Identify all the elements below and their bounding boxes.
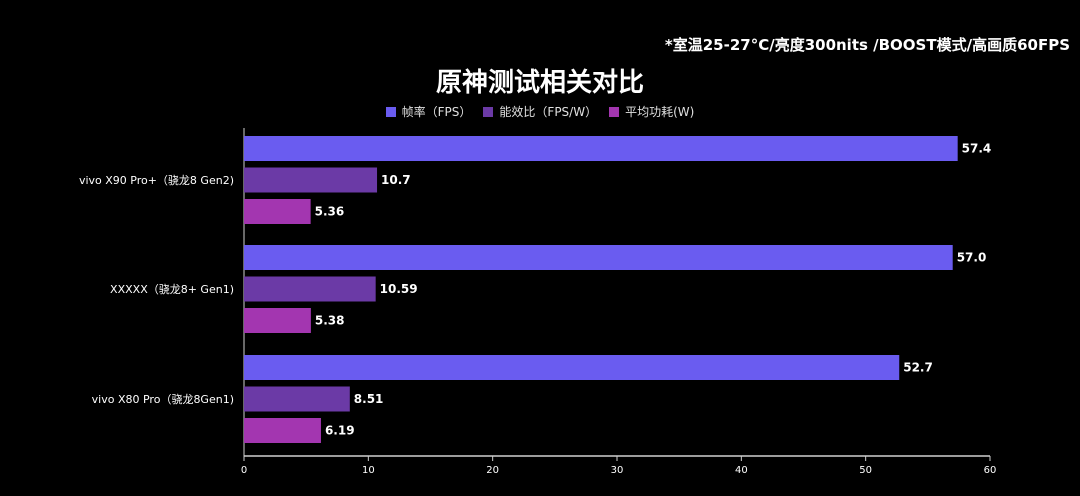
chart-legend: 帧率（FPS） 能效比（FPS/W） 平均功耗(W) xyxy=(0,103,1080,120)
bar-power xyxy=(244,308,311,333)
x-tick-label: 40 xyxy=(735,465,748,476)
x-tick-label: 30 xyxy=(611,465,624,476)
data-label-fps: 57.0 xyxy=(957,251,987,265)
bar-fps xyxy=(244,136,958,161)
bar-fps xyxy=(244,355,900,380)
category-label: vivo X80 Pro（骁龙8Gen1) xyxy=(92,392,234,406)
data-label-efficiency: 10.7 xyxy=(381,173,411,187)
category-label: vivo X90 Pro+（骁龙8 Gen2) xyxy=(79,173,234,187)
data-label-fps: 52.7 xyxy=(903,361,933,375)
x-tick-label: 50 xyxy=(859,465,872,476)
x-tick-label: 0 xyxy=(241,465,247,476)
category-label: XXXXX（骁龙8+ Gen1) xyxy=(110,282,234,296)
data-label-power: 6.19 xyxy=(325,424,355,438)
chart-title: 原神测试相关对比 xyxy=(435,68,644,98)
data-label-efficiency: 8.51 xyxy=(354,392,384,406)
legend-swatch-efficiency xyxy=(483,106,494,117)
test-conditions-note: *室温25-27°C/亮度300nits /BOOST模式/高画质60FPS xyxy=(664,36,1070,54)
x-tick-label: 60 xyxy=(984,465,997,476)
bar-power xyxy=(244,418,321,443)
legend-label-power: 平均功耗(W) xyxy=(625,105,695,119)
legend-item-efficiency: 能效比（FPS/W） xyxy=(483,103,597,120)
legend-label-efficiency: 能效比（FPS/W） xyxy=(499,105,598,119)
legend-swatch-power xyxy=(609,106,620,117)
bar-power xyxy=(244,199,311,224)
x-tick-label: 10 xyxy=(362,465,375,476)
data-label-power: 5.38 xyxy=(315,314,345,328)
bar-efficiency xyxy=(244,167,378,193)
bar-efficiency xyxy=(244,276,376,302)
legend-swatch-fps xyxy=(385,106,396,117)
data-label-power: 5.36 xyxy=(315,205,345,219)
legend-label-fps: 帧率（FPS） xyxy=(401,105,472,119)
bar-efficiency xyxy=(244,386,350,412)
legend-item-fps: 帧率（FPS） xyxy=(385,103,472,120)
x-tick-label: 20 xyxy=(486,465,499,476)
legend-item-power: 平均功耗(W) xyxy=(609,103,694,120)
data-label-fps: 57.4 xyxy=(962,142,992,156)
data-label-efficiency: 10.59 xyxy=(380,282,418,296)
bar-fps xyxy=(244,245,953,270)
